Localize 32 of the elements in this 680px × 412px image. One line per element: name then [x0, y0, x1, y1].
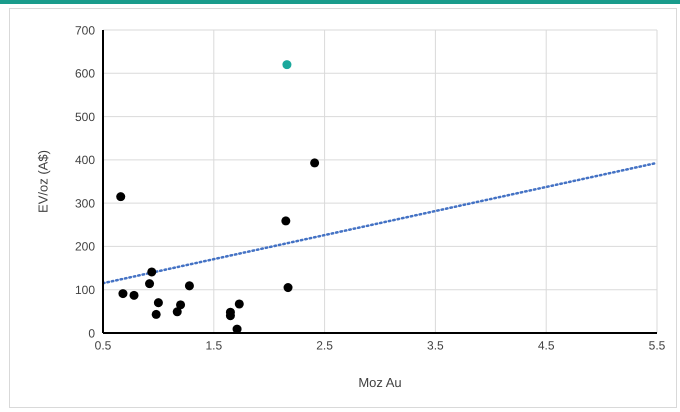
x-axis-title: Moz Au	[358, 375, 402, 390]
x-tick-label: 5.5	[648, 338, 666, 353]
y-tick-label: 0	[88, 326, 96, 340]
y-tick-label: 100	[74, 282, 96, 297]
y-tick-label: 500	[74, 110, 96, 124]
y-tick-label: 300	[74, 196, 96, 210]
y-tick-label: 600	[74, 66, 96, 81]
point	[176, 300, 186, 310]
point	[172, 307, 182, 316]
point	[154, 298, 163, 308]
x-tick-label: 4.5	[538, 338, 555, 353]
point	[234, 299, 244, 309]
point	[184, 281, 194, 290]
point	[310, 158, 320, 168]
x-tick-label: 3.5	[427, 338, 444, 353]
point	[152, 310, 161, 319]
point	[281, 216, 290, 226]
point	[118, 289, 128, 298]
point	[145, 279, 154, 288]
point	[284, 283, 293, 292]
point	[282, 60, 292, 70]
point	[116, 192, 126, 202]
y-axis-title: EV/oz (A$)	[36, 150, 51, 213]
x-tick-label: 1.5	[205, 338, 222, 353]
point	[130, 290, 139, 300]
y-tick-label: 400	[74, 153, 96, 168]
point	[147, 267, 156, 276]
y-tick-label: 700	[74, 23, 96, 38]
point	[232, 324, 242, 333]
x-tick-label: 2.5	[316, 338, 334, 353]
y-tick-label: 200	[74, 240, 96, 254]
x-tick-label: 0.5	[94, 338, 112, 353]
